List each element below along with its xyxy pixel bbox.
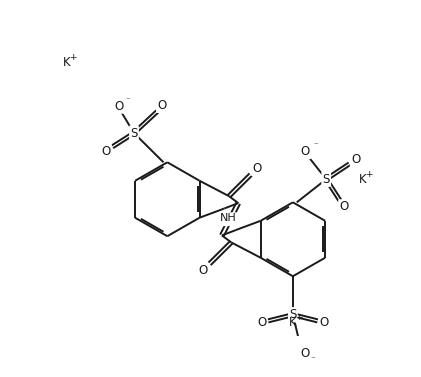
Text: O: O (252, 162, 261, 175)
Text: +: + (69, 53, 77, 62)
Text: ⁻: ⁻ (311, 355, 315, 364)
Text: O: O (319, 316, 328, 329)
Text: O: O (199, 264, 208, 277)
Text: O: O (301, 145, 310, 158)
Text: O: O (157, 99, 167, 112)
Text: K: K (289, 316, 297, 329)
Text: O: O (257, 316, 266, 329)
Text: K: K (63, 56, 70, 69)
Text: O: O (114, 100, 123, 113)
Text: +: + (365, 170, 373, 179)
Text: K: K (359, 173, 366, 187)
Text: S: S (322, 173, 330, 186)
Text: O: O (351, 153, 360, 167)
Text: NH: NH (220, 213, 237, 224)
Text: S: S (131, 127, 138, 139)
Text: O: O (339, 201, 349, 213)
Text: ⁻: ⁻ (125, 96, 130, 105)
Text: ⁻: ⁻ (313, 141, 318, 150)
Text: NH: NH (222, 215, 239, 225)
Text: O: O (300, 347, 309, 360)
Text: +: + (295, 313, 303, 322)
Text: S: S (289, 308, 296, 321)
Text: O: O (101, 145, 111, 158)
